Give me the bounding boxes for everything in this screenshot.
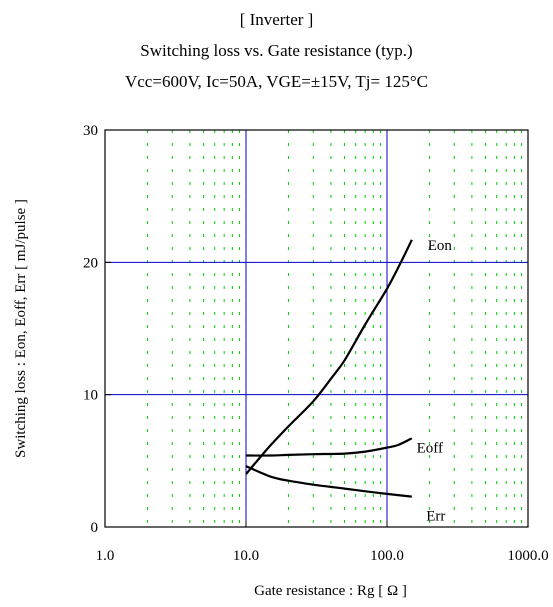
series-label-err: Err xyxy=(426,509,445,525)
chart-title: [ Inverter ] xyxy=(239,10,314,29)
x-tick-label: 1000.0 xyxy=(507,548,548,564)
x-tick-label: 100.0 xyxy=(370,548,404,564)
x-tick-label: 10.0 xyxy=(233,548,259,564)
y-tick-label: 0 xyxy=(91,520,99,536)
y-tick-label: 20 xyxy=(83,255,98,271)
y-tick-label: 10 xyxy=(83,388,98,404)
chart-conditions: Vcc=600V, Ic=50A, VGE=±15V, Tj= 125°C xyxy=(124,72,429,91)
series-line-eon xyxy=(245,239,413,475)
series-label-eoff: Eoff xyxy=(417,440,443,456)
y-tick-label: 30 xyxy=(83,123,98,139)
chart-subtitle: Switching loss vs. Gate resistance (typ.… xyxy=(140,41,413,60)
y-axis-label: Switching loss : Eon, Eoff, Err [ mJ/pul… xyxy=(13,199,29,458)
x-tick-label: 1.0 xyxy=(96,548,115,564)
series-line-eoff xyxy=(245,437,413,457)
series-line-err xyxy=(245,465,412,498)
x-axis-label: Gate resistance : Rg [ Ω ] xyxy=(254,583,407,599)
plot-frame xyxy=(104,129,529,528)
series-label-eon: Eon xyxy=(428,238,453,254)
